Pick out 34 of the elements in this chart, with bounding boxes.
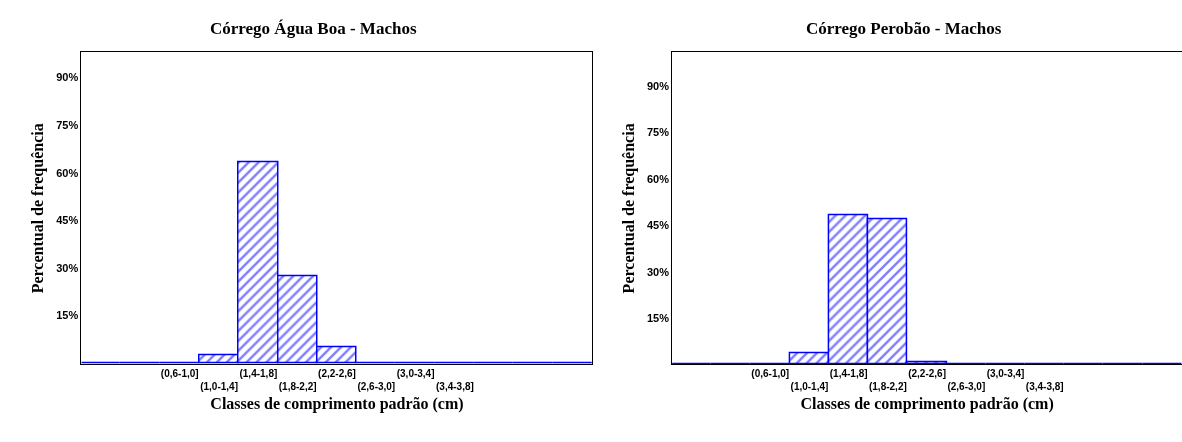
x-tick-label: (3,0-3,4] <box>396 368 435 380</box>
x-axis-title: Classes de comprimento padrão (cm) <box>210 395 464 414</box>
chart-title: Córrego Água Boa - Machos <box>210 19 417 38</box>
y-tick-label: 15% <box>646 311 670 324</box>
x-tick-label: (2,6-3,0] <box>947 381 986 393</box>
chart-title: Córrego Perobão - Machos <box>806 19 1002 38</box>
y-tick-label: 30% <box>56 261 79 274</box>
y-tick-label: 15% <box>56 309 79 322</box>
y-axis-title: Percentual de frequência <box>29 123 48 294</box>
x-tick-label: (2,2-2,6] <box>908 368 946 380</box>
x-tick-label: (1,8-2,2] <box>868 381 907 393</box>
x-tick-label: (3,4-3,8] <box>436 381 474 393</box>
y-tick-label: 75% <box>56 118 79 131</box>
x-tick-label: (1,0-1,4] <box>790 381 829 393</box>
y-axis-title: Percentual de frequência <box>619 123 638 294</box>
x-tick-label: (2,2-2,6] <box>318 368 356 380</box>
y-tick-label: 45% <box>56 214 79 227</box>
y-tick-label: 60% <box>56 166 79 179</box>
y-tick-label: 45% <box>646 219 670 232</box>
y-tick-label: 30% <box>646 265 670 278</box>
y-tick-label: 90% <box>646 80 670 93</box>
y-tick-label: 90% <box>56 71 79 84</box>
x-tick-label: (1,4-1,8] <box>239 368 278 380</box>
x-tick-label: (2,6-3,0] <box>357 381 396 393</box>
x-tick-label: (1,8-2,2] <box>278 381 317 393</box>
x-tick-label: (0,6-1,0] <box>751 368 790 380</box>
x-axis-title: Classes de comprimento padrão (cm) <box>800 395 1054 414</box>
y-tick-label: 60% <box>646 172 670 185</box>
x-tick-label: (0,6-1,0] <box>160 368 199 380</box>
y-tick-label: 75% <box>646 126 670 139</box>
x-tick-label: (1,4-1,8] <box>829 368 868 380</box>
x-tick-label: (3,4-3,8] <box>1025 381 1064 393</box>
x-tick-label: (3,0-3,4] <box>986 368 1025 380</box>
x-tick-label: (1,0-1,4] <box>200 381 238 393</box>
